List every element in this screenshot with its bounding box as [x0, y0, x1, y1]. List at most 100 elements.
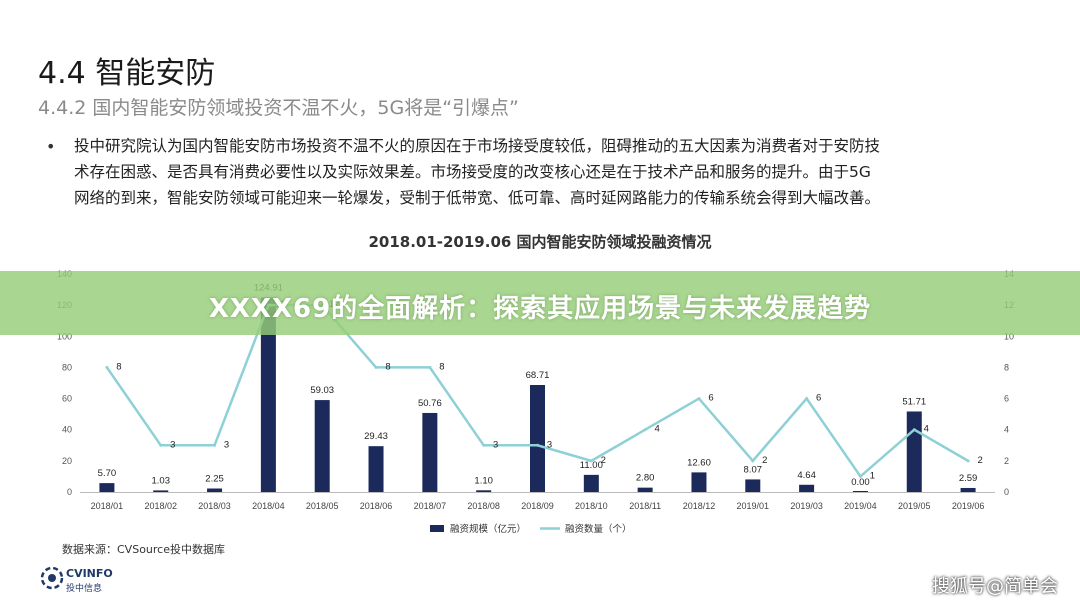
count-point-2018/06 [374, 365, 378, 369]
bar-label-2018/05: 59.03 [310, 385, 334, 396]
count-point-2018/10 [589, 459, 593, 463]
legend-bar-label: 融资规模（亿元） [450, 523, 526, 535]
bullet-line-1: 投中研究院认为国内智能安防市场投资不温不火的原因在于市场接受度较低，阻碍推动的五… [74, 137, 881, 155]
category-label-2018/12: 2018/12 [683, 501, 716, 511]
right-axis-tick-1: 2 [1004, 456, 1009, 466]
category-label-2018/10: 2018/10 [575, 501, 608, 511]
count-label-2018/01: 8 [116, 361, 121, 372]
count-point-2018/11 [643, 428, 647, 432]
legend-line-label: 融资数量（个） [565, 523, 632, 535]
bullet-line-2: 术存在困惑、是否具有消费必要性以及实际效果差。市场接受度的改变核心还是在于技术产… [74, 163, 871, 181]
count-label-2018/11: 4 [654, 424, 659, 435]
bullet-paragraph: 投中研究院认为国内智能安防市场投资不温不火的原因在于市场接受度较低，阻碍推动的五… [74, 133, 1034, 211]
bar-label-2018/07: 50.76 [418, 398, 442, 409]
left-axis-tick-3: 60 [62, 394, 72, 404]
section-title: 4.4 智能安防 [38, 56, 216, 91]
bar-2018/03 [207, 488, 223, 492]
bar-label-2018/09: 68.71 [526, 370, 550, 381]
bar-2018/12 [691, 472, 707, 492]
bar-label-2018/10: 11.00 [580, 460, 603, 471]
left-axis-tick-5: 100 [57, 331, 72, 341]
category-label-2018/08: 2018/08 [467, 501, 500, 511]
bar-2018/08 [476, 490, 492, 492]
count-label-2019/06: 2 [977, 455, 982, 466]
bar-2018/10 [583, 474, 599, 492]
data-source-note: 数据来源：CVSource投中数据库 [62, 543, 225, 556]
bar-label-2018/03: 2.25 [205, 473, 224, 484]
category-label-2018/01: 2018/01 [91, 501, 124, 511]
category-label-2018/09: 2018/09 [521, 501, 554, 511]
count-label-2019/05: 4 [924, 424, 929, 435]
count-label-2018/09: 3 [547, 439, 552, 450]
bar-label-2019/06: 2.59 [959, 473, 978, 484]
count-point-2018/02 [159, 443, 163, 447]
count-point-2018/09 [536, 443, 539, 447]
bar-label-2019/01: 8.07 [744, 464, 763, 475]
bullet-marker: • [46, 137, 56, 156]
right-axis-tick-5: 10 [1004, 331, 1014, 341]
bar-2018/02 [153, 490, 169, 492]
count-label-2018/02: 3 [170, 439, 175, 450]
bar-label-2019/04: 0.00 [851, 477, 870, 488]
bar-2019/01 [745, 479, 761, 492]
bar-label-2018/02: 1.03 [151, 475, 170, 486]
count-label-2018/08: 3 [493, 439, 498, 450]
count-point-2019/01 [751, 459, 755, 463]
count-point-2018/03 [213, 443, 217, 447]
bar-label-2018/06: 29.43 [364, 431, 388, 442]
cvinfo-logo-icon [40, 566, 64, 590]
count-point-2018/12 [697, 397, 701, 401]
legend-bar-swatch [430, 525, 444, 532]
bar-2018/06 [368, 446, 384, 492]
category-label-2019/05: 2019/05 [898, 501, 931, 511]
bar-label-2018/01: 5.70 [98, 468, 117, 479]
overlay-banner [0, 271, 1080, 335]
section-subtitle: 4.4.2 国内智能安防领域投资不温不火，5G将是“引爆点” [38, 97, 519, 119]
count-label-2018/03: 3 [224, 439, 229, 450]
count-label-2018/07: 8 [439, 361, 444, 372]
category-label-2018/11: 2018/11 [629, 501, 661, 511]
right-axis-tick-4: 8 [1004, 362, 1009, 372]
count-point-2019/03 [805, 397, 809, 401]
logo-name: CVINFO [66, 567, 113, 580]
category-label-2018/07: 2018/07 [414, 501, 447, 511]
logo-subtitle: 投中信息 [66, 584, 103, 594]
left-axis-tick-0: 0 [67, 487, 72, 497]
count-point-2018/01 [105, 365, 109, 369]
bar-2018/09 [530, 385, 545, 492]
count-label-2018/12: 6 [708, 393, 713, 404]
bar-2019/03 [799, 484, 815, 492]
category-label-2018/04: 2018/04 [252, 501, 285, 511]
left-axis-tick-4: 80 [62, 362, 72, 372]
right-axis-tick-0: 0 [1004, 487, 1009, 497]
bar-2019/04 [852, 491, 868, 492]
category-label-2019/04: 2019/04 [844, 501, 877, 511]
count-point-2018/08 [482, 443, 486, 447]
count-label-2019/01: 2 [762, 455, 767, 466]
category-label-2018/05: 2018/05 [306, 501, 339, 511]
count-point-2019/04 [858, 474, 862, 478]
bullet-line-3: 网络的到来，智能安防领域可能迎来一轮爆发，受制于低带宽、低可靠、高时延网路能力的… [74, 189, 881, 207]
bar-2018/01 [99, 483, 115, 492]
bar-label-2018/08: 1.10 [474, 475, 493, 486]
overlay-banner-text: XXXX69的全面解析：探索其应用场景与未来发展趋势 [208, 294, 872, 324]
category-label-2018/03: 2018/03 [198, 501, 231, 511]
bar-label-2018/11: 2.80 [636, 473, 655, 484]
count-point-2019/06 [966, 459, 970, 463]
count-point-2018/07 [428, 365, 432, 369]
watermark: 搜狐号@简单会 [932, 576, 1058, 597]
count-label-2019/04: 1 [870, 470, 875, 481]
chart-title: 2018.01-2019.06 国内智能安防领域投融资情况 [368, 233, 712, 251]
category-label-2018/06: 2018/06 [360, 501, 393, 511]
left-axis-tick-2: 40 [62, 425, 72, 435]
category-label-2019/06: 2019/06 [952, 501, 985, 511]
left-axis-tick-1: 20 [62, 456, 72, 466]
category-label-2019/01: 2019/01 [737, 501, 770, 511]
right-axis-tick-3: 6 [1004, 394, 1009, 404]
bar-label-2018/12: 12.60 [687, 457, 711, 468]
bar-2018/11 [637, 487, 653, 492]
bar-2018/05 [314, 400, 330, 492]
bar-2019/06 [960, 487, 976, 492]
bar-label-2019/05: 51.71 [902, 396, 926, 407]
